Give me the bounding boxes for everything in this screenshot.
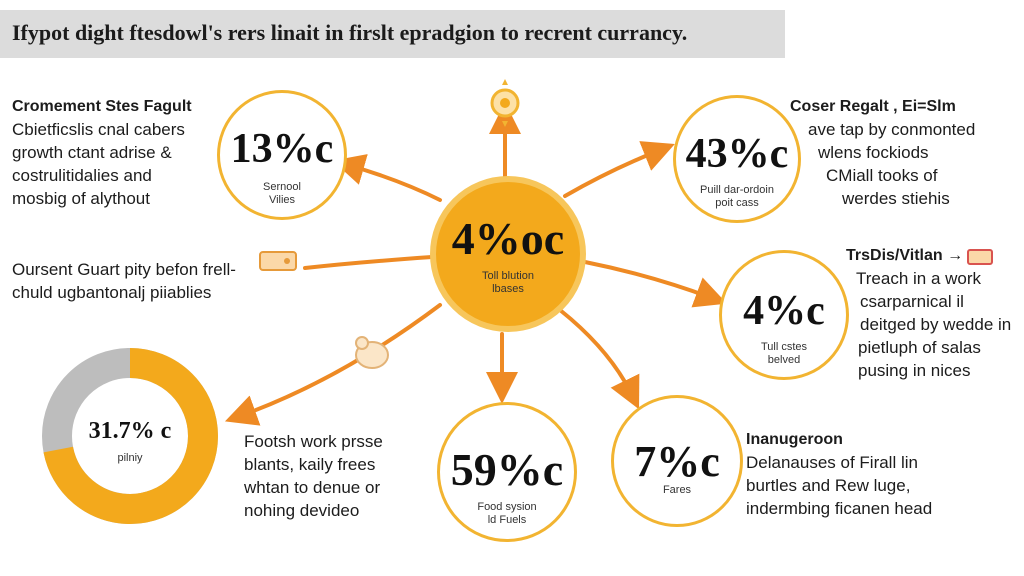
block-right-line-3: deitged by wedde in (860, 315, 1012, 334)
center-node: 4%oc Toll blution lbases (430, 176, 586, 332)
tag-icon (259, 251, 297, 271)
node-right-sub-2: belved (767, 354, 801, 366)
block-top-left-line-2: growth ctant adrise & (12, 143, 172, 162)
block-right-line-1: Treach in a work (856, 269, 982, 288)
node-top-right: 43%c Puill dar-ordoin poit cass (673, 95, 801, 223)
block-bottom-right-line-1: Delanauses of Firall lin (746, 453, 918, 472)
arrow-bottom-left (224, 303, 442, 426)
arrow-left (303, 255, 434, 270)
block-top-left: Cromement Stes Fagult Cbietficslis cnal … (12, 95, 192, 210)
block-right-heading: TrsDis/Vitlan → (846, 247, 964, 264)
node-bottom-right-value: 7%c (634, 437, 720, 486)
bird-icon (355, 336, 389, 369)
tag-icon-right (967, 249, 993, 265)
arrow-top-left (332, 154, 442, 202)
center-value: 4%oc (451, 213, 565, 264)
node-top-left-sub-1: Sernool (263, 181, 301, 193)
block-bottom-left: Footsh work prsse blants, kaily frees wh… (244, 430, 383, 522)
arrow-top-right (563, 141, 675, 198)
block-top-left-heading: Cromement Stes Fagult (12, 98, 192, 115)
block-bottom-right: Inanugeroon Delanauses of Firall lin bur… (746, 428, 932, 520)
node-top-right-value: 43%c (685, 131, 789, 177)
block-mid-left-line-1: Oursent Guart pity befon frell- (12, 260, 236, 279)
arrow-bottom-right (558, 308, 640, 410)
node-top-left-sub-2: Vilies (268, 194, 296, 206)
block-mid-left-line-2: chuld ugbantonalj piiablies (12, 283, 212, 302)
block-bottom-left-line-1: Footsh work prsse (244, 432, 383, 451)
donut-value: 31.7% c (88, 418, 172, 444)
block-bottom-right-line-2: burtles and Rew luge, (746, 476, 911, 495)
node-top-right-sub-2: poit cass (715, 197, 759, 209)
block-bottom-right-heading: Inanugeroon (746, 431, 843, 448)
block-top-left-line-3: costrulitidalies and (12, 166, 152, 185)
node-bottom-right-sub-1: Fares (662, 484, 692, 496)
center-sub-1: Toll blution (482, 270, 534, 282)
block-bottom-left-line-4: nohing devideo (244, 501, 360, 520)
page-title: Ifypot dight ftesdowl's rers linait in f… (12, 20, 688, 45)
block-top-left-line-1: Cbietficslis cnal cabers (12, 120, 185, 139)
block-right: TrsDis/Vitlan → Treach in a work csarpar… (846, 244, 1011, 382)
node-bottom-center-sub-1: Food sysion (477, 501, 537, 513)
block-top-right-line-3: CMiall tooks of (826, 166, 938, 185)
block-top-right: Coser Regalt , Ei=Slm ave tap by conmont… (790, 95, 975, 210)
donut-chart (42, 348, 218, 524)
block-right-line-5: pusing in nices (858, 361, 971, 380)
block-top-right-heading: Coser Regalt , Ei=Slm (790, 98, 956, 115)
block-top-right-line-1: ave tap by conmonted (808, 120, 976, 139)
center-sub-2: lbases (492, 283, 524, 295)
block-top-right-line-2: wlens fockiods (818, 143, 929, 162)
block-right-line-2: csarparnical il (860, 292, 964, 311)
donut-sub: pilniy (117, 452, 143, 464)
block-right-line-4: pietluph of salas (858, 338, 981, 357)
block-top-right-line-4: werdes stiehis (842, 189, 950, 208)
sun-icon (490, 79, 520, 127)
node-top-right-sub-1: Puill dar-ordoin (700, 184, 774, 196)
block-mid-left: Oursent Guart pity befon frell- chuld ug… (12, 258, 236, 304)
block-bottom-left-line-3: whtan to denue or (244, 478, 381, 497)
node-right-value: 4%c (743, 288, 825, 334)
node-right: 4%c Tull cstes belved (719, 250, 849, 380)
block-bottom-left-line-2: blants, kaily frees (244, 455, 376, 474)
node-bottom-center-value: 59%c (450, 444, 564, 495)
arrow-right (583, 260, 728, 308)
title-bar (0, 10, 785, 58)
node-top-left-value: 13%c (230, 126, 334, 172)
donut-fill (42, 348, 218, 524)
block-bottom-right-line-3: indermbing ficanen head (746, 499, 933, 518)
node-bottom-center-sub-2: ld Fuels (487, 514, 527, 526)
block-top-left-line-4: mosbig of alythout (12, 189, 150, 208)
node-right-sub-1: Tull cstes (760, 341, 808, 353)
node-bottom-center: 59%c Food sysion ld Fuels (437, 402, 577, 542)
node-bottom-right: 7%c Fares (611, 395, 743, 527)
node-top-left: 13%c Sernool Vilies (217, 90, 347, 220)
